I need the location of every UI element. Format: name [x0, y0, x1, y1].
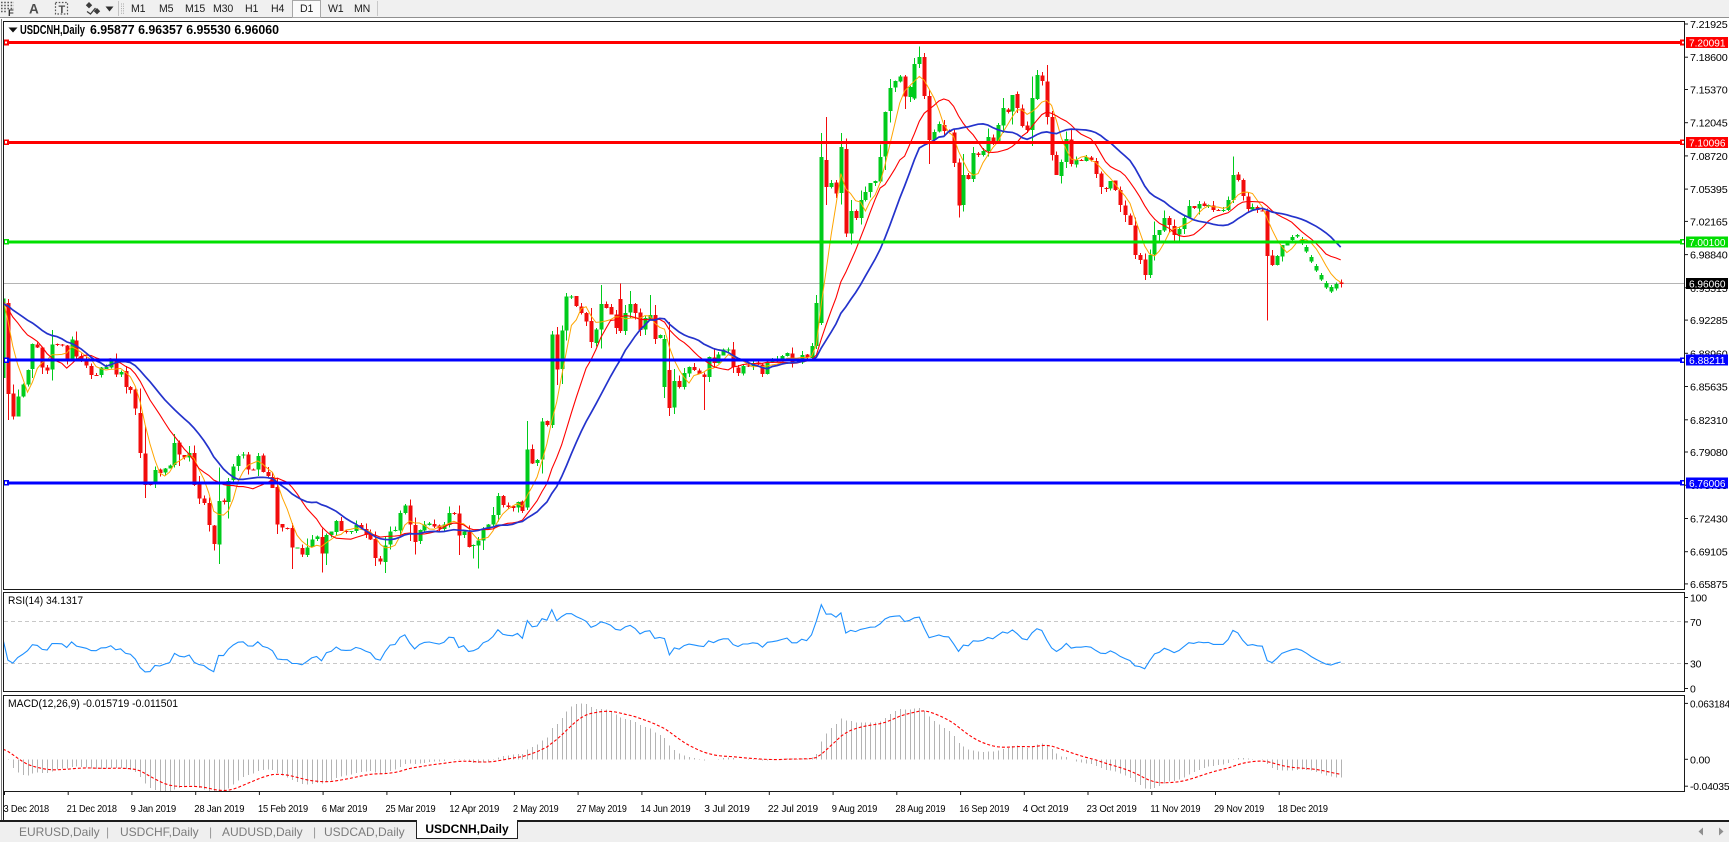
svg-text:6.98840: 6.98840 — [1690, 251, 1728, 262]
svg-text:0.00: 0.00 — [1690, 755, 1710, 766]
svg-text:6.69105: 6.69105 — [1690, 548, 1728, 559]
svg-text:6.79080: 6.79080 — [1690, 448, 1728, 459]
svg-text:RSI(14) 34.1317: RSI(14) 34.1317 — [8, 595, 83, 607]
svg-text:9 Aug 2019: 9 Aug 2019 — [832, 804, 878, 815]
svg-text:6.82310: 6.82310 — [1690, 416, 1728, 427]
svg-text:6.88211: 6.88211 — [1689, 356, 1726, 367]
svg-text:22 Jul 2019: 22 Jul 2019 — [768, 804, 818, 815]
svg-text:7.10096: 7.10096 — [1689, 138, 1726, 149]
svg-text:6.76006: 6.76006 — [1689, 479, 1726, 490]
svg-text:0: 0 — [1690, 685, 1696, 696]
svg-text:6.85635: 6.85635 — [1690, 383, 1728, 394]
svg-text:MACD(12,26,9) -0.015719 -0.011: MACD(12,26,9) -0.015719 -0.011501 — [8, 698, 178, 710]
svg-text:7.05395: 7.05395 — [1690, 185, 1728, 196]
svg-text:F: F — [8, 8, 14, 17]
svg-text:28 Jan 2019: 28 Jan 2019 — [194, 804, 244, 815]
svg-text:6.92285: 6.92285 — [1690, 316, 1728, 327]
svg-text:30: 30 — [1690, 660, 1702, 671]
svg-text:14 Jun 2019: 14 Jun 2019 — [641, 804, 691, 815]
svg-text:9 Jan 2019: 9 Jan 2019 — [131, 804, 177, 815]
svg-text:100: 100 — [1690, 594, 1707, 605]
svg-text:7.08720: 7.08720 — [1690, 152, 1728, 163]
svg-text:16 Sep 2019: 16 Sep 2019 — [959, 804, 1009, 815]
svg-text:25 Mar 2019: 25 Mar 2019 — [386, 804, 436, 815]
svg-text:18 Dec 2019: 18 Dec 2019 — [1278, 804, 1328, 815]
svg-text:6.95515: 6.95515 — [1690, 284, 1728, 295]
svg-text:6 Mar 2019: 6 Mar 2019 — [322, 804, 368, 815]
svg-text:USDCNH,Daily: USDCNH,Daily — [20, 23, 85, 37]
svg-text:6.65875: 6.65875 — [1690, 580, 1728, 591]
svg-text:0.063184: 0.063184 — [1690, 699, 1729, 710]
svg-text:15 Feb 2019: 15 Feb 2019 — [258, 804, 308, 815]
svg-text:7.20091: 7.20091 — [1689, 39, 1726, 50]
svg-text:6.72430: 6.72430 — [1690, 515, 1728, 526]
svg-text:11 Nov 2019: 11 Nov 2019 — [1150, 804, 1200, 815]
svg-text:T: T — [59, 4, 66, 16]
svg-text:7.15370: 7.15370 — [1690, 86, 1728, 97]
svg-text:7.00100: 7.00100 — [1689, 238, 1726, 249]
svg-text:12 Apr 2019: 12 Apr 2019 — [449, 804, 499, 815]
svg-text:70: 70 — [1690, 618, 1702, 629]
svg-text:4 Oct 2019: 4 Oct 2019 — [1023, 804, 1069, 815]
svg-text:2 May 2019: 2 May 2019 — [513, 804, 559, 815]
svg-text:7.02165: 7.02165 — [1690, 217, 1728, 228]
svg-text:23 Oct 2019: 23 Oct 2019 — [1087, 804, 1137, 815]
svg-text:6.95877 6.96357 6.95530 6.9606: 6.95877 6.96357 6.95530 6.96060 — [90, 23, 279, 37]
svg-text:7.18600: 7.18600 — [1690, 53, 1728, 64]
svg-text:28 Aug 2019: 28 Aug 2019 — [895, 804, 945, 815]
svg-text:7.21925: 7.21925 — [1690, 20, 1728, 31]
svg-text:7.12045: 7.12045 — [1690, 119, 1728, 130]
svg-text:-0.040355: -0.040355 — [1690, 782, 1729, 793]
svg-text:6.96060: 6.96060 — [1689, 280, 1726, 291]
svg-text:A: A — [29, 2, 39, 17]
svg-text:27 May 2019: 27 May 2019 — [577, 804, 627, 815]
svg-text:21 Dec 2018: 21 Dec 2018 — [67, 804, 117, 815]
svg-text:29 Nov 2019: 29 Nov 2019 — [1214, 804, 1264, 815]
svg-text:3 Dec 2018: 3 Dec 2018 — [4, 804, 50, 815]
svg-text:3 Jul 2019: 3 Jul 2019 — [704, 804, 750, 815]
